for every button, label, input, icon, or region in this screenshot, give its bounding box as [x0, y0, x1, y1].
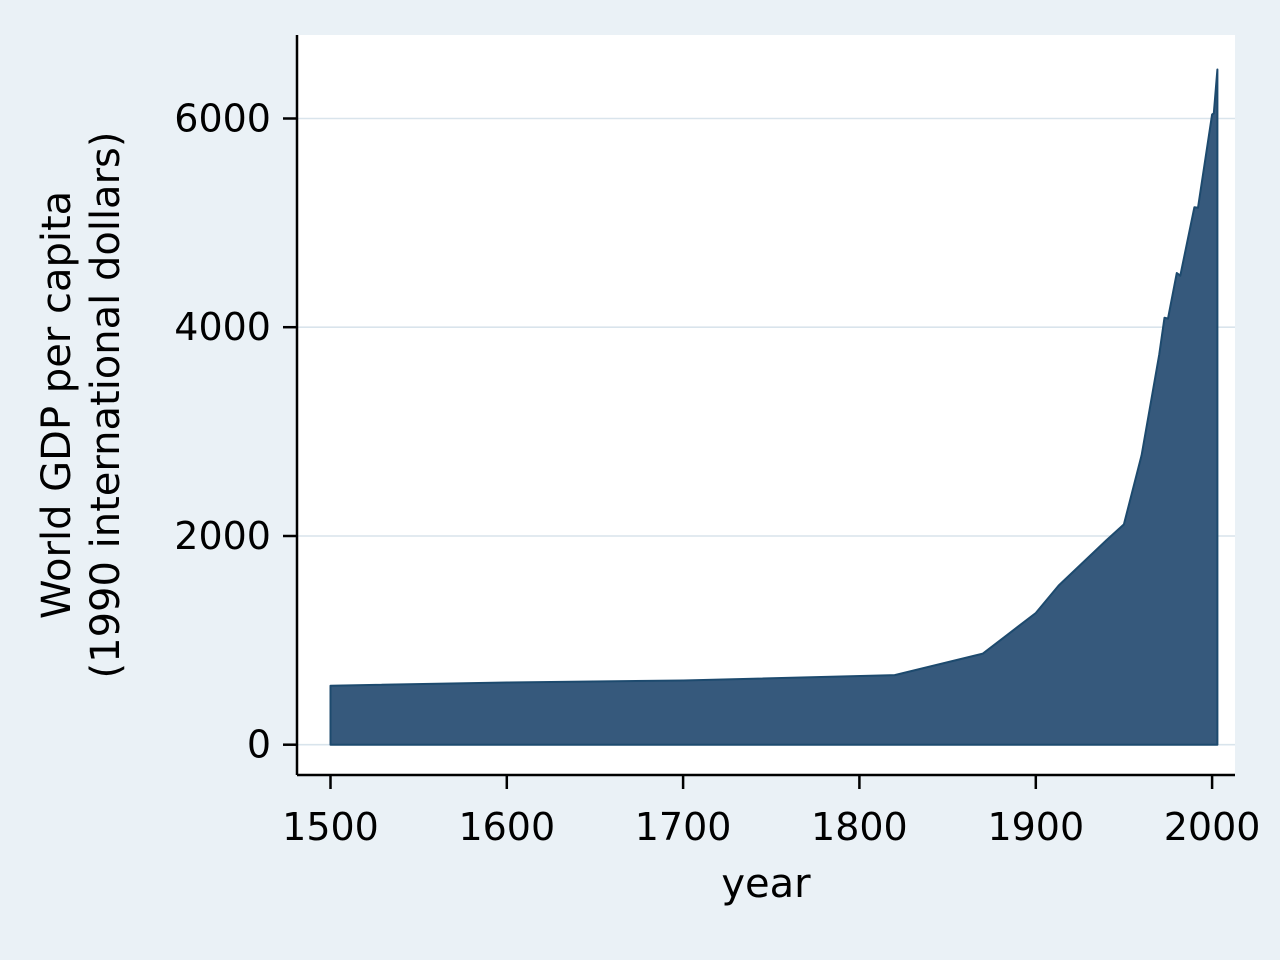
y-tick-labels: 0 2000 4000 6000: [174, 97, 271, 767]
x-tick-label: 1600: [458, 805, 555, 849]
area-series: [329, 68, 1219, 746]
x-tick-label: 1900: [987, 805, 1084, 849]
x-tick-label: 1500: [282, 805, 379, 849]
x-tick-label: 1700: [635, 805, 732, 849]
x-tick-labels: 1500 1600 1700 1800 1900 2000: [282, 805, 1260, 849]
axes: [283, 35, 1235, 789]
y-axis-title-line1: World GDP per capita: [34, 191, 80, 619]
x-axis-title: year: [721, 861, 811, 907]
y-tick-label: 6000: [174, 97, 271, 141]
y-tick-label: 4000: [174, 305, 271, 349]
x-tick-label: 1800: [811, 805, 908, 849]
gdp-area: [329, 68, 1219, 746]
y-tick-label: 0: [247, 723, 271, 767]
y-axis-title-line2: (1990 international dollars): [83, 132, 129, 679]
x-tick-label: 2000: [1164, 805, 1261, 849]
y-tick-label: 2000: [174, 514, 271, 558]
